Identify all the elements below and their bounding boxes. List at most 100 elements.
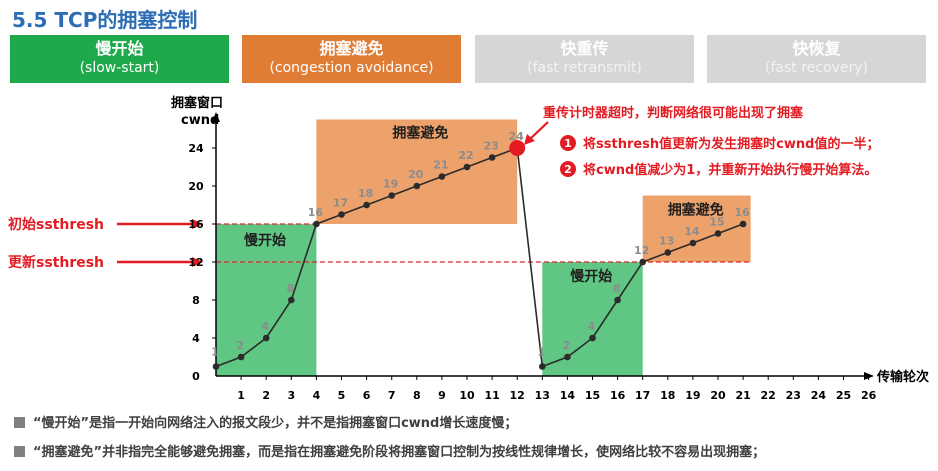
phase-fast-recovery: 快恢复 (fast recovery): [707, 35, 926, 83]
note-slow-start: “慢开始”是指一开始向网络注入的报文段少，并不是指拥塞窗口cwnd增长速度慢；: [14, 412, 517, 431]
x-tick-label: 6: [363, 389, 371, 402]
cwnd-point: [564, 353, 571, 361]
cwnd-value-label: 20: [408, 168, 424, 181]
cwnd-point: [714, 230, 722, 237]
phase-congestion-avoidance-zh: 拥塞避免: [319, 39, 384, 58]
cwnd-point: [262, 334, 270, 342]
cwnd-value-label: 4: [261, 320, 269, 333]
x-tick-label: 14: [560, 389, 576, 402]
region-1: [216, 224, 317, 376]
region-2: [316, 119, 518, 224]
cwnd-point: [363, 201, 370, 209]
cwnd-point: [739, 220, 747, 228]
timeout-marker: [509, 140, 526, 156]
cwnd-value-label: 14: [684, 225, 700, 238]
x-tick-label: 22: [761, 389, 776, 402]
region-3: [542, 262, 643, 376]
region-label-2: 拥塞避免: [392, 125, 448, 142]
cwnd-point: [338, 211, 345, 218]
initial-ssthresh-arrow-head: [192, 219, 203, 229]
phase-fast-recovery-zh: 快恢复: [792, 39, 841, 58]
timeout-title: 重传计时器超时，判断网络很可能出现了拥塞: [543, 105, 804, 121]
cwnd-point: [288, 296, 295, 304]
note-congestion-avoidance: “拥塞避免”并非指完全能够避免拥塞，而是指在拥塞避免阶段将拥塞窗口控制为按线性规…: [14, 441, 765, 460]
x-tick-label: 18: [660, 389, 675, 402]
x-tick-label: 17: [635, 389, 650, 402]
x-tick-label: 24: [811, 389, 827, 402]
timeout-arrow-shaft: [528, 121, 549, 141]
cwnd-point: [689, 239, 697, 247]
x-tick-label: 4: [313, 389, 321, 402]
x-tick-label: 11: [484, 389, 499, 402]
bullet-square-icon: [14, 417, 25, 428]
cwnd-point: [463, 163, 471, 171]
step-number: 1: [564, 137, 572, 150]
cwnd-value-label: 24: [509, 130, 525, 143]
y-tick-label: 0: [192, 370, 200, 383]
step-number: 2: [564, 163, 572, 176]
y-tick-label: 24: [188, 142, 204, 155]
cwnd-value-label: 19: [383, 178, 398, 191]
ssthresh-lines: 初始ssthresh 更新ssthresh: [8, 216, 751, 271]
cwnd-value-label: 4: [588, 320, 596, 333]
cwnd-point: [614, 296, 621, 304]
region-label-1: 慢开始: [244, 232, 286, 249]
x-tick-label: 9: [438, 389, 446, 402]
y-tick-label: 12: [188, 256, 203, 269]
cwnd-point: [438, 173, 446, 180]
x-tick-label: 23: [786, 389, 801, 402]
cwnd-point: [413, 182, 421, 190]
bullet-square-icon: [14, 446, 25, 457]
note-slow-start-text: “慢开始”是指一开始向网络注入的报文段少，并不是指拥塞窗口cwnd增长速度慢；: [33, 416, 518, 431]
cwnd-point: [313, 220, 320, 228]
x-tick-label: 8: [413, 389, 421, 402]
region-label-3: 慢开始: [570, 268, 612, 285]
phase-fast-retransmit-en: (fast retransmit): [527, 60, 642, 76]
phase-fast-retransmit: 快重传 (fast retransmit): [475, 35, 694, 83]
slide-title: 5.5 TCP的拥塞控制: [12, 8, 198, 32]
step-number-badge: [560, 135, 576, 151]
cwnd-point: [212, 363, 220, 370]
cwnd-value-label: 23: [483, 140, 498, 153]
step-text: 将ssthresh值更新为发生拥塞时cwnd值的一半；: [583, 136, 879, 152]
cwnd-line: [215, 146, 744, 368]
cwnd-point: [664, 249, 672, 256]
x-tick-label: 19: [685, 389, 700, 402]
cwnd-value-label: 1: [537, 346, 545, 359]
cwnd-value-label: 2: [563, 339, 571, 352]
cwnd-value-label: 13: [659, 235, 674, 248]
timeout-arrow-head: [524, 134, 535, 145]
y-tick-label: 8: [192, 294, 200, 307]
x-tick-label: 15: [585, 389, 600, 402]
y-axis-arrow: [212, 112, 220, 122]
x-axis-label: 传输轮次: [876, 369, 929, 385]
cwnd-value-label: 17: [333, 197, 348, 210]
x-tick-label: 12: [510, 389, 525, 402]
updated-ssthresh-label: 更新ssthresh: [8, 254, 104, 271]
x-tick-label: 21: [735, 389, 750, 402]
region-label-4: 拥塞避免: [668, 202, 724, 219]
x-tick-label: 5: [338, 389, 346, 402]
note-congestion-avoidance-text: “拥塞避免”并非指完全能够避免拥塞，而是指在拥塞避免阶段将拥塞窗口控制为按线性规…: [33, 445, 766, 460]
cwnd-value-label: 2: [236, 339, 244, 352]
x-tick-label: 2: [262, 389, 270, 402]
x-tick-label: 16: [610, 389, 626, 402]
x-tick-label: 25: [836, 389, 851, 402]
x-tick-label: 7: [388, 389, 396, 402]
x-tick-label: 10: [459, 389, 475, 402]
phase-slow-start-zh: 慢开始: [95, 39, 144, 58]
step-text: 将cwnd值减少为1，并重新开始执行慢开始算法。: [583, 162, 877, 178]
phase-slow-start-en: (slow-start): [79, 60, 160, 76]
cwnd-value-label: 15: [709, 216, 724, 229]
x-tick-label: 20: [710, 389, 726, 402]
cwnd-point: [388, 192, 396, 199]
y-axis-label-line2: cwnd: [181, 113, 219, 128]
cwnd-value-label: 16: [734, 206, 750, 219]
cwnd-value-label: 8: [613, 282, 621, 295]
x-tick-label: 1: [237, 389, 245, 402]
cwnd-point: [237, 353, 245, 361]
phase-congestion-avoidance: 拥塞避免 (congestion avoidance): [242, 35, 461, 83]
